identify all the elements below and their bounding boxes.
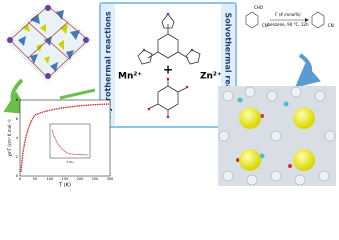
- y-tick-label: 6: [16, 117, 18, 121]
- conditions: benzene, 90 °C, 12h: [268, 22, 309, 27]
- solvothermal-label: Solvothermal reactions: [224, 13, 233, 118]
- y-axis-label: χmT (cm³ K mol⁻¹): [7, 119, 12, 157]
- hydrothermal-label: Hydrothermal reactions: [104, 11, 113, 119]
- x-axis-label: T (K): [58, 183, 71, 189]
- product: CN: [328, 23, 334, 28]
- reactant-a: CHO: [254, 5, 263, 10]
- x-tick-label: 0: [19, 177, 21, 181]
- left-band: [101, 4, 115, 126]
- x-tick-label: 250: [92, 177, 99, 181]
- inset-x-label: T (K): [65, 160, 73, 164]
- magnetic-plot: T (K) χmT (cm³ K mol⁻¹) T (K) 0 50 100 150 2…: [7, 98, 113, 189]
- x-tick-label: 200: [77, 177, 84, 181]
- metal-zn: Zn²⁺: [200, 72, 222, 82]
- metal-mn: Mn²⁺: [118, 72, 142, 82]
- x-tick-label: 150: [62, 177, 69, 181]
- x-tick-label: 50: [33, 177, 37, 181]
- x-tick-label: 100: [47, 177, 54, 181]
- ligand-imidazole: [137, 13, 201, 65]
- zn-framework: [218, 86, 336, 186]
- mn-framework: [4, 2, 92, 82]
- catalyst: F (4 mmol%): [275, 12, 301, 17]
- link-left: [59, 88, 96, 100]
- center-box: [99, 2, 237, 128]
- ligand-acid: [149, 80, 187, 116]
- x-tick-label: 300: [107, 177, 114, 181]
- reactant-b: CN: [262, 23, 268, 28]
- y-tick-label: 0: [16, 174, 18, 178]
- y-tick-label: 4: [16, 136, 19, 140]
- plus: +: [163, 63, 173, 77]
- y-tick-label: 2: [16, 155, 18, 159]
- arrow-down-right: [294, 53, 321, 88]
- arrow-down-left: [3, 78, 31, 115]
- graphical-abstract: Hydrothermal reactions Solvothermal reac…: [3, 2, 336, 189]
- page: {"center": {"left_label": "Hydrothermal …: [3, 2, 336, 189]
- y-tick-label: 8: [16, 98, 18, 102]
- reaction-scheme: CHO CN F (4 mmol%) benzene, 90 °C, 12h C…: [245, 5, 334, 29]
